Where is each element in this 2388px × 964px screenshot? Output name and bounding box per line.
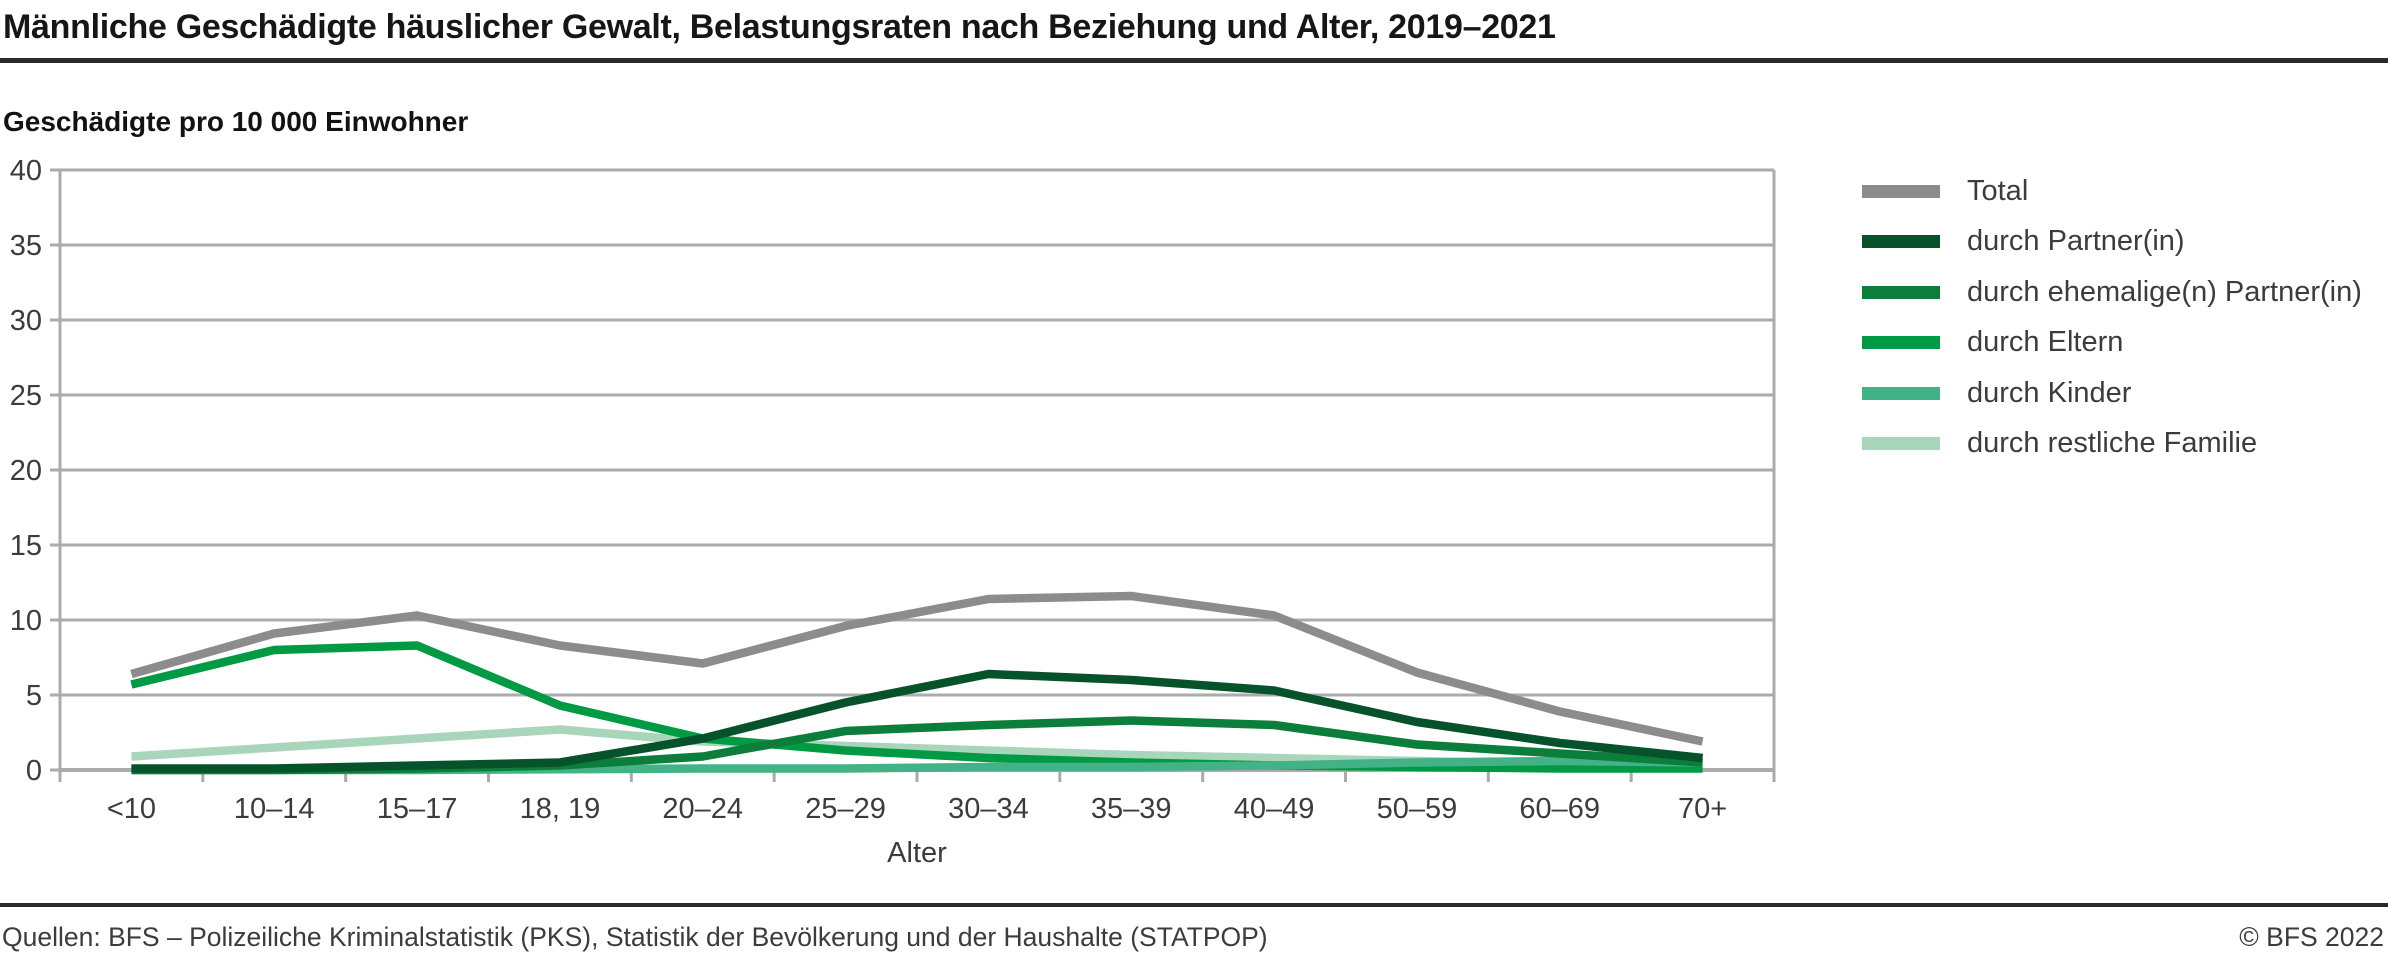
legend-item-partner: durch Partner(in): [1862, 217, 2362, 268]
legend-label-restliche-familie: durch restliche Familie: [1967, 427, 2258, 460]
x-tick-label: 60–69: [1519, 793, 1600, 825]
legend-label-partner: durch Partner(in): [1967, 225, 2185, 258]
x-tick-label: 25–29: [805, 793, 886, 825]
x-tick-label: 18, 19: [520, 793, 601, 825]
x-tick-label: 30–34: [948, 793, 1029, 825]
legend-swatch-kinder: [1862, 386, 1940, 400]
legend-swatch-partner: [1862, 235, 1940, 249]
page-title: Männliche Geschädigte häuslicher Gewalt,…: [3, 8, 1556, 46]
legend-label-eltern: durch Eltern: [1967, 326, 2124, 359]
legend-swatch-restliche-familie: [1862, 437, 1940, 451]
x-tick-label: 35–39: [1091, 793, 1172, 825]
y-tick-label: 0: [26, 755, 42, 787]
line-chart: 0 5 10 15 20 25 30 35 40 <10 10–14 15–17 18, 19 20–24…: [10, 155, 1776, 869]
legend-label-kinder: durch Kinder: [1967, 376, 2132, 409]
y-tick-label: 5: [26, 680, 42, 712]
legend-item-eltern: durch Eltern: [1862, 318, 2362, 369]
y-tick-label: 35: [10, 230, 42, 262]
y-tick-label: 20: [10, 455, 42, 487]
top-divider: [0, 58, 2388, 63]
y-tick-label: 10: [10, 605, 42, 637]
x-tick-label: 40–49: [1234, 793, 1315, 825]
y-tick-label: 25: [10, 380, 42, 412]
y-axis-unit-label: Geschädigte pro 10 000 Einwohner: [3, 106, 469, 137]
x-axis-title: Alter: [887, 837, 947, 869]
bottom-divider: [0, 903, 2388, 907]
legend-item-restliche-familie: durch restliche Familie: [1862, 419, 2362, 470]
x-tick-label: 15–17: [377, 793, 458, 825]
x-tick-label: 10–14: [234, 793, 315, 825]
legend-item-ehemalige-partner: durch ehemalige(n) Partner(in): [1862, 267, 2362, 318]
y-tick-label: 15: [10, 530, 42, 562]
series-line-durch-partner-in: [131, 669, 1704, 773]
copyright-text: © BFS 2022: [2239, 922, 2384, 952]
x-tick-label: 20–24: [662, 793, 743, 825]
x-tick-label: <10: [107, 793, 156, 825]
legend-label-total: Total: [1967, 174, 2029, 207]
series-line-total: [130, 591, 1704, 746]
y-tick-label: 30: [10, 305, 42, 337]
series-line-durch-eltern: [130, 641, 1703, 773]
legend-item-kinder: durch Kinder: [1862, 368, 2362, 419]
legend-swatch-ehemalige-partner: [1862, 285, 1940, 299]
legend: Total durch Partner(in) durch ehemalige(…: [1862, 166, 2362, 469]
legend-swatch-total: [1862, 184, 1940, 198]
x-tick-label: 70+: [1678, 793, 1727, 825]
legend-label-ehemalige-partner: durch ehemalige(n) Partner(in): [1967, 275, 2362, 308]
y-tick-label: 40: [10, 155, 42, 187]
x-tick-label: 50–59: [1377, 793, 1458, 825]
sources-text: Quellen: BFS – Polizeiliche Kriminalstat…: [2, 922, 1268, 952]
legend-swatch-eltern: [1862, 336, 1940, 350]
legend-item-total: Total: [1862, 166, 2362, 217]
